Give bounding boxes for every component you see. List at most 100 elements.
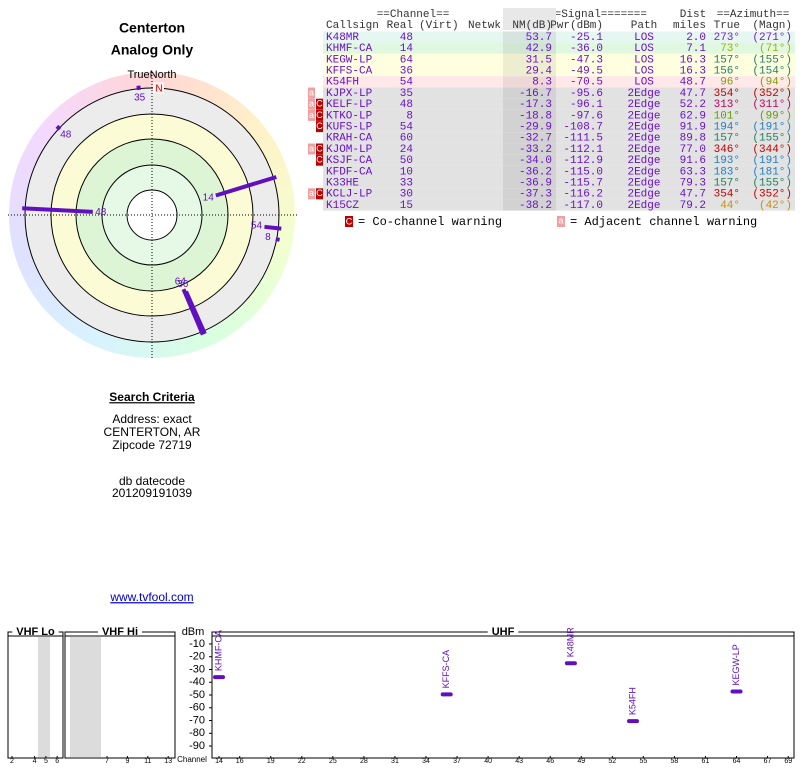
warning-icon: C <box>316 99 323 109</box>
nm-shade <box>503 132 556 144</box>
row-bg <box>323 188 795 200</box>
cell: KEGW-LP <box>326 54 373 66</box>
cell: 91.9 <box>680 122 706 134</box>
cell: 48.7 <box>680 77 706 89</box>
cell: (99°) <box>759 110 792 122</box>
cell: 2Edge <box>627 88 660 100</box>
warning-box <box>316 121 323 133</box>
cell: K54FH <box>326 77 359 89</box>
cell: 29.4 <box>526 66 553 78</box>
x-tick-label: 22 <box>298 758 306 765</box>
cell: K48MR <box>326 32 359 44</box>
criteria-line: Address: exact <box>112 412 192 426</box>
nm-shade <box>503 42 556 54</box>
y-tick-label: -90 <box>189 740 205 752</box>
cell: K33HE <box>326 178 359 190</box>
channel-label: 64 <box>175 276 187 287</box>
column-header: Real <box>387 20 413 32</box>
cell: 16.3 <box>680 66 706 78</box>
cell: 31.5 <box>526 54 552 66</box>
cell: 10 <box>400 166 413 178</box>
cell: -97.6 <box>570 110 603 122</box>
cell: -112.1 <box>563 144 603 156</box>
cell: 2.0 <box>686 32 706 44</box>
cell: 54 <box>400 77 414 89</box>
nm-shade <box>503 177 556 189</box>
station-label: K48MR <box>565 627 575 658</box>
warning-box <box>316 143 323 155</box>
group-header: ==Channel== <box>377 9 450 21</box>
x-tick-label: 25 <box>329 758 337 765</box>
cell: -115.7 <box>563 178 603 190</box>
cell: (352°) <box>752 88 792 100</box>
column-header: (Virt) <box>419 20 459 32</box>
signal-bar <box>275 237 280 242</box>
cell: 54 <box>400 122 414 134</box>
cell: 2Edge <box>627 155 660 167</box>
cell: (352°) <box>752 189 792 201</box>
cell: -17.3 <box>519 99 552 111</box>
channel-label: 36 <box>177 279 189 290</box>
criteria-line: Zipcode 72719 <box>112 438 192 452</box>
signal-bar <box>22 206 93 214</box>
north-box <box>153 82 164 94</box>
x-tick-label: 5 <box>44 758 48 765</box>
row-bg <box>323 98 795 110</box>
cell: 73° <box>720 43 740 55</box>
cell: 2Edge <box>627 110 660 122</box>
x-tick-label: 4 <box>33 758 37 765</box>
channel-label: 54 <box>251 221 263 232</box>
cell: -96.1 <box>570 99 603 111</box>
y-tick-label: -40 <box>189 676 205 688</box>
x-tick-label: 58 <box>671 758 679 765</box>
cell: KFFS-CA <box>326 66 373 78</box>
cell: 2Edge <box>627 189 660 201</box>
cell: -37.3 <box>519 189 552 201</box>
row-bg <box>323 143 795 155</box>
channel-label: 8 <box>265 232 271 243</box>
cell: -49.5 <box>570 66 603 78</box>
site-link[interactable]: www.tvfool.com <box>109 590 193 604</box>
cell: 44° <box>720 200 740 212</box>
cell: 89.8 <box>680 133 706 145</box>
column-header: Path <box>631 20 657 32</box>
cell: KCLJ-LP <box>326 189 373 201</box>
row-bg <box>323 87 795 99</box>
x-tick-label: 64 <box>733 758 741 765</box>
x-tick-label: 34 <box>422 758 430 765</box>
cell: 60 <box>400 133 413 145</box>
cell: 15 <box>400 200 413 212</box>
cell: 79.3 <box>680 178 706 190</box>
cell: (155°) <box>752 54 792 66</box>
cell: -32.7 <box>519 133 552 145</box>
cell: 36 <box>400 66 413 78</box>
cell: -117.0 <box>563 200 603 212</box>
legend-text: = Adjacent channel warning <box>570 215 757 229</box>
nm-shade <box>503 87 556 99</box>
cell: 16.3 <box>680 54 706 66</box>
cell: 157° <box>714 133 740 145</box>
warning-icon: C <box>316 143 323 153</box>
cell: (191°) <box>752 155 792 167</box>
cell: 2Edge <box>627 99 660 111</box>
column-header: miles <box>673 20 706 32</box>
cell: 14 <box>400 43 414 55</box>
cell: LOS <box>634 77 654 89</box>
cell: -25.1 <box>570 32 603 44</box>
cell: 2Edge <box>627 200 660 212</box>
cell: K15CZ <box>326 200 359 212</box>
station-label: KFFS-CA <box>441 650 451 689</box>
warning-box <box>316 98 323 110</box>
cell: 313° <box>714 99 740 111</box>
cell: 47.7 <box>680 189 706 201</box>
band-bracket <box>7 631 64 636</box>
cell: (311°) <box>752 99 792 111</box>
x-tick-label: 28 <box>360 758 368 765</box>
cell: 183° <box>714 166 740 178</box>
row-bg <box>323 154 795 166</box>
x-axis-label: Channel <box>177 755 207 764</box>
cell: -95.6 <box>570 88 603 100</box>
warning-icon: a <box>309 143 314 153</box>
